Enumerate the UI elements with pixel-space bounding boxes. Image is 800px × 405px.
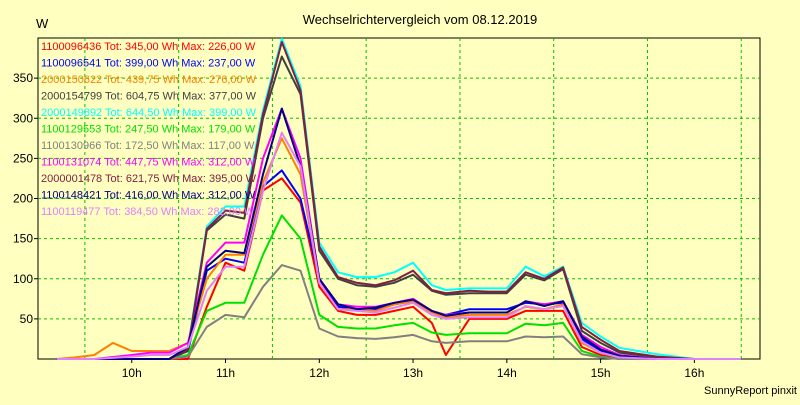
- y-tick-label: 100: [13, 272, 33, 286]
- series-line: [56, 214, 742, 360]
- legend-entry: 1100096436 Tot: 345,00 Wh Max: 226,00 W: [41, 41, 256, 53]
- x-tick-label: 12h: [309, 366, 329, 380]
- legend-entry: 1100130966 Tot: 172,50 Wh Max: 117,00 W: [41, 140, 255, 152]
- x-tick-label: 14h: [497, 366, 517, 380]
- credit-label: SunnyReport pinxit: [704, 385, 797, 397]
- y-axis-label: W: [36, 16, 49, 31]
- y-tick-label: 50: [20, 312, 34, 326]
- x-tick-label: 15h: [591, 366, 611, 380]
- legend-entry: 1100129553 Tot: 247,50 Wh Max: 179,00 W: [41, 124, 256, 136]
- grid: [37, 37, 761, 360]
- legend-entry: 1100119477 Tot: 384,50 Wh Max: 282,00 W: [41, 206, 255, 218]
- legend-entry: 1100131074 Tot: 447,75 Wh Max: 312,00 W: [41, 157, 256, 169]
- legend-entry: 1100148421 Tot: 416,00 Wh Max: 312,00 W: [41, 190, 256, 202]
- y-tick-label: 350: [13, 71, 33, 85]
- chart-title: Wechselrichtervergleich vom 08.12.2019: [303, 12, 538, 27]
- series-line: [56, 177, 742, 360]
- y-tick-label: 150: [13, 232, 33, 246]
- axes: 50 100 150 200 250 300 350 10h 11h 12h 13h 14h 15h 16…: [13, 71, 704, 380]
- x-tick-label: 10h: [122, 366, 142, 380]
- y-tick-label: 250: [13, 151, 33, 165]
- series-line: [56, 37, 742, 360]
- series-line: [56, 131, 742, 360]
- legend-entry: 2000150622 Tot: 439,75 Wh Max: 276,00 W: [41, 74, 257, 86]
- series-line: [56, 264, 742, 360]
- series-group: [56, 37, 742, 360]
- x-tick-label: 16h: [684, 366, 704, 380]
- y-tick-label: 300: [13, 111, 33, 125]
- series-line: [56, 107, 742, 360]
- y-tick-label: 200: [13, 192, 33, 206]
- legend-entry: 2000149892 Tot: 644,50 Wh Max: 399,00 W: [41, 107, 257, 119]
- x-tick-label: 13h: [403, 366, 423, 380]
- legend-entry: 1100096541 Tot: 399,00 Wh Max: 237,00 W: [41, 58, 256, 70]
- legend: 1100096436 Tot: 345,00 Wh Max: 226,00 W 1…: [41, 41, 257, 218]
- series-line: [56, 41, 742, 360]
- legend-entry: 2000154799 Tot: 604,75 Wh Max: 377,00 W: [41, 91, 257, 103]
- legend-entry: 2000001478 Tot: 621,75 Wh Max: 395,00 W: [41, 173, 257, 185]
- x-tick-label: 11h: [216, 366, 235, 380]
